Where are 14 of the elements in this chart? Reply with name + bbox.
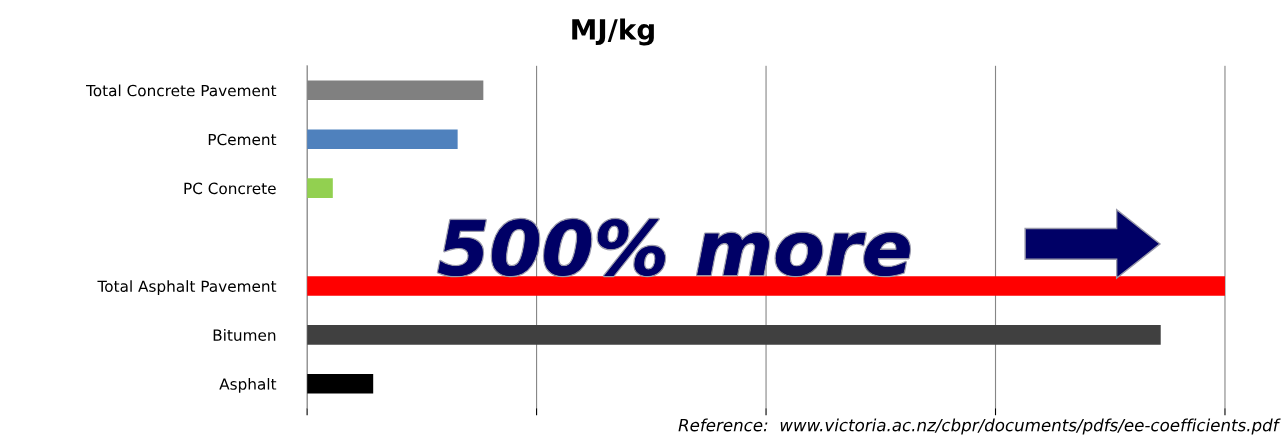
bar [307,276,1225,296]
y-tick-label: Asphalt [219,378,277,393]
y-tick-label: PCement [208,133,277,146]
y-tick-label: Total Concrete Pavement [86,84,277,97]
y-tick-label: Bitumen [213,329,276,341]
bar [307,325,1161,345]
bar [307,129,458,150]
y-tick-label: PC Concrete [184,182,276,195]
annotation: 500% more [438,219,910,276]
chart-title: MJ/kg [572,18,654,46]
text: Reference: www.victoria.ac.nz/cbpr/documents/pdfs/ee-coefficients.pdf [678,418,1281,435]
bar [307,178,333,198]
y-tick-label: Total Asphalt Pavement [97,280,277,295]
bar [307,374,374,394]
